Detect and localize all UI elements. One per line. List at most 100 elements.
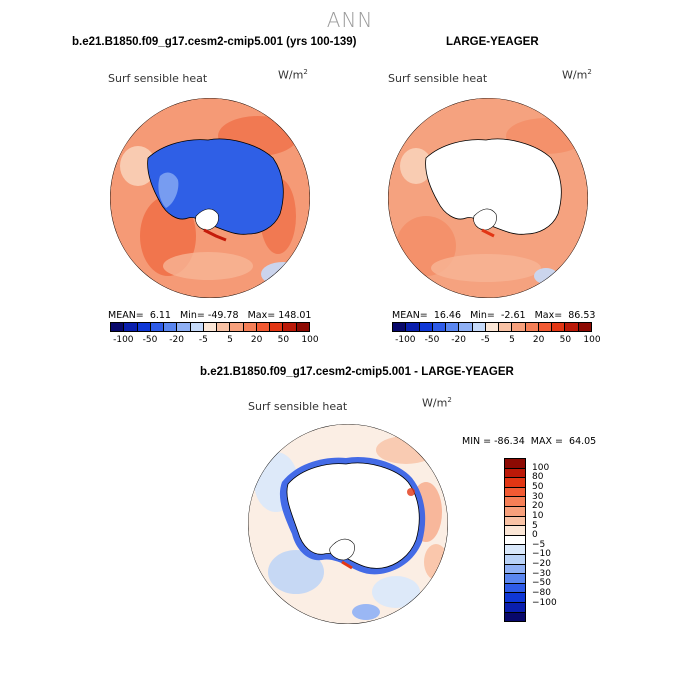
bottom-colorbar [504,458,526,622]
colorbar-swatch [565,323,579,331]
colorbar-swatch [512,323,526,331]
colorbar-tick-label: 80 [532,472,544,483]
bottom-antarctica [286,462,420,569]
colorbar-swatch [283,323,297,331]
colorbar-swatch [499,323,513,331]
colorbar-tick-label: 20 [532,335,545,345]
colorbar-tick-label: 100 [301,335,319,345]
bottom-polar-map [248,424,448,624]
colorbar-swatch [505,612,525,622]
colorbar-swatch [505,593,525,603]
colorbar-tick-label: 50 [277,335,290,345]
colorbar-tick-label: 100 [532,462,550,473]
colorbar-swatch [472,323,486,331]
colorbar-swatch [296,323,309,331]
colorbar-tick-label: 5 [227,335,233,345]
colorbar-tick-label: -20 [451,335,466,345]
top-left-colorbar-ticks: -100 -50 -20 -5 5 20 50 100 [110,335,318,347]
top-right-variable-label: Surf sensible heat [388,72,488,85]
figure-title: ANN [326,8,374,32]
colorbar-swatch [190,323,204,331]
colorbar-tick-label: −50 [532,578,551,589]
colorbar-swatch [270,323,284,331]
colorbar-tick-label: 30 [532,491,544,502]
colorbar-swatch [256,323,271,331]
top-right-colorbar-ticks: -100 -50 -20 -5 5 20 50 100 [392,335,600,347]
colorbar-tick-label: -100 [113,335,134,345]
top-right-polar-map [388,98,588,298]
colorbar-tick-label: −100 [532,597,557,608]
top-right-units: W/m2 [562,68,592,82]
top-left-antarctica [147,138,284,235]
colorbar-swatch [137,323,151,331]
colorbar-swatch [419,323,433,331]
top-right-antarctica [425,138,562,235]
colorbar-swatch [446,323,460,331]
colorbar-swatch [505,602,525,613]
top-left-case-title: b.e21.B1850.f09_g17.cesm2-cmip5.001 (yrs… [72,36,357,48]
top-left-variable-label: Surf sensible heat [108,72,208,85]
colorbar-swatch [525,323,539,331]
colorbar-swatch [505,478,525,488]
top-left-units: W/m2 [278,68,308,82]
colorbar-tick-label: 0 [532,530,538,541]
bottom-case-title: b.e21.B1850.f09_g17.cesm2-cmip5.001 - LA… [200,366,514,378]
bottom-variable-label: Surf sensible heat [248,400,348,413]
colorbar-swatch [538,323,553,331]
top-left-colorbar [110,322,310,332]
colorbar-swatch [505,468,525,479]
colorbar-swatch [505,535,525,546]
colorbar-swatch [164,323,178,331]
colorbar-tick-label: -100 [395,335,416,345]
colorbar-tick-label: -50 [142,335,158,345]
colorbar-swatch [393,323,407,331]
bottom-stats: MIN = -86.34 MAX = 64.05 [462,436,597,447]
colorbar-tick-label: -50 [424,335,440,345]
colorbar-tick-label: 20 [532,501,544,512]
colorbar-swatch [505,526,525,536]
colorbar-swatch [505,487,525,498]
colorbar-swatch [505,516,525,527]
colorbar-swatch [243,323,257,331]
top-right-case-title: LARGE-YEAGER [446,36,539,48]
colorbar-swatch [505,545,525,555]
top-left-polar-map [110,98,310,298]
colorbar-swatch [177,323,191,331]
colorbar-tick-label: −80 [532,588,551,599]
colorbar-swatch [505,564,525,575]
colorbar-swatch [505,497,525,507]
colorbar-swatch [505,506,525,517]
colorbar-tick-label: −10 [532,549,551,560]
colorbar-tick-label: 5 [509,335,515,345]
colorbar-tick-label: −20 [532,559,551,570]
colorbar-swatch [150,323,165,331]
colorbar-tick-label: −5 [532,539,546,550]
colorbar-swatch [485,323,500,331]
colorbar-swatch [505,574,525,584]
colorbar-tick-label: -5 [198,335,208,345]
bottom-units: W/m2 [422,396,452,410]
colorbar-swatch [459,323,473,331]
colorbar-swatch [230,323,244,331]
colorbar-swatch [124,323,138,331]
colorbar-tick-label: 5 [532,520,538,531]
colorbar-tick-label: 100 [583,335,601,345]
top-left-stats: MEAN= 6.11 Min= -49.78 Max= 148.01 [108,310,312,321]
colorbar-swatch [505,583,525,594]
colorbar-tick-label: −30 [532,568,551,579]
colorbar-tick-label: 50 [532,481,544,492]
colorbar-swatch [432,323,447,331]
colorbar-swatch [217,323,231,331]
colorbar-tick-label: 50 [559,335,572,345]
colorbar-swatch [203,323,218,331]
colorbar-tick-label: -5 [480,335,490,345]
top-right-colorbar [392,322,592,332]
top-right-stats: MEAN= 16.46 Min= -2.61 Max= 86.53 [392,310,596,321]
colorbar-swatch [111,323,125,331]
colorbar-swatch [406,323,420,331]
colorbar-tick-label: 20 [250,335,263,345]
colorbar-swatch [578,323,591,331]
colorbar-swatch [552,323,566,331]
colorbar-tick-label: 10 [532,510,544,521]
colorbar-tick-label: -20 [169,335,184,345]
